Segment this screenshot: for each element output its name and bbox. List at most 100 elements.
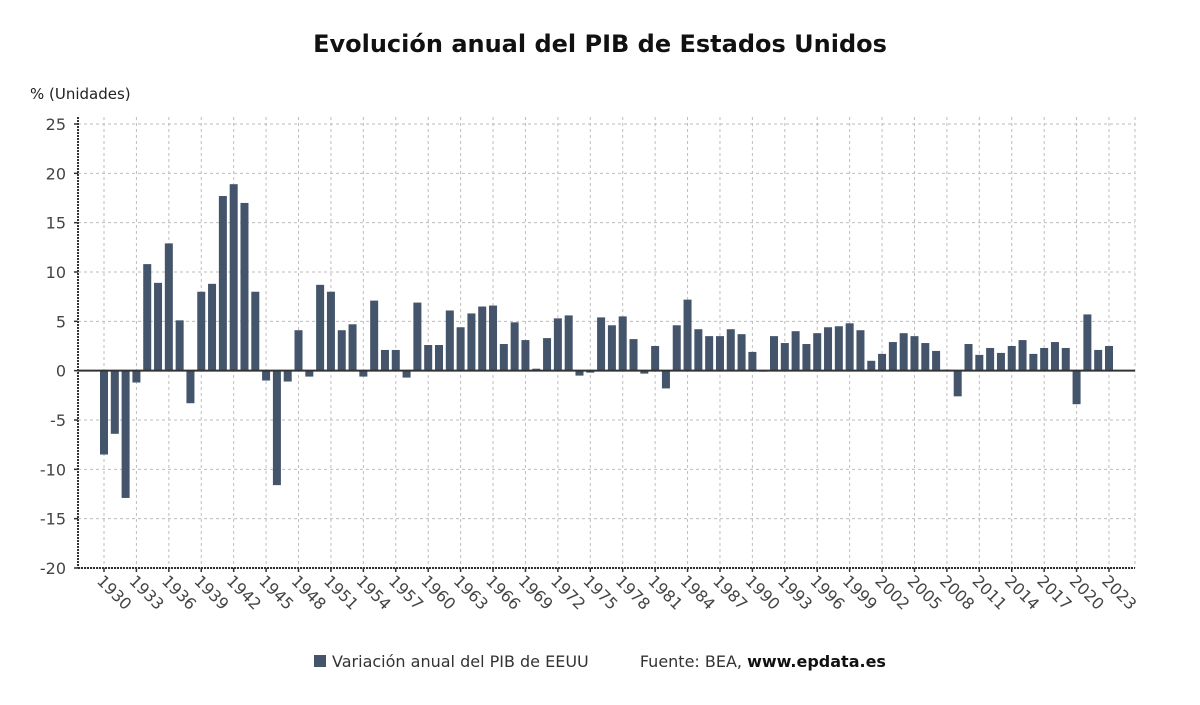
bar (1094, 349, 1103, 371)
x-tick-label: 1930 (93, 571, 135, 613)
x-tick-label: 1936 (158, 571, 200, 613)
bar (272, 370, 281, 486)
bar (543, 338, 552, 371)
bar (121, 370, 130, 498)
bar (521, 340, 530, 371)
bars (100, 184, 1113, 498)
bar (1061, 347, 1070, 371)
bar (834, 326, 843, 371)
bar (337, 330, 346, 371)
bar (326, 291, 335, 371)
bar (208, 283, 217, 371)
bar (996, 352, 1005, 371)
bar (229, 184, 238, 371)
legend-label: Variación anual del PIB de EEUU (332, 652, 589, 671)
x-tick-label: 1942 (223, 571, 265, 613)
y-tick-label: -5 (50, 411, 66, 430)
bar (1083, 314, 1092, 371)
x-tick-label: 1972 (547, 571, 589, 613)
bar (683, 299, 692, 371)
x-tick-label: 1957 (385, 571, 427, 613)
legend: Variación anual del PIB de EEUU Fuente: … (0, 652, 1200, 671)
bar (1040, 347, 1049, 371)
bar (391, 349, 400, 371)
bar (618, 316, 627, 371)
bar (597, 317, 606, 371)
x-tick-label: 1999 (839, 571, 881, 613)
bar (424, 345, 433, 371)
bar (824, 327, 833, 371)
x-tick-label: 2008 (936, 571, 978, 613)
source-note: Fuente: BEA, www.epdata.es (640, 652, 886, 671)
bar (294, 330, 303, 371)
bar (316, 284, 325, 371)
bar (553, 318, 562, 371)
bar (748, 351, 757, 371)
bar (262, 370, 271, 381)
bar (932, 350, 941, 371)
bar (154, 282, 163, 371)
bar (1050, 342, 1059, 371)
bar (445, 310, 454, 371)
bar (456, 327, 465, 371)
bar (813, 333, 822, 371)
bar (564, 315, 573, 371)
x-tick-label: 2005 (904, 571, 946, 613)
bar (845, 323, 854, 371)
x-tick-label: 1960 (417, 571, 459, 613)
x-tick-label: 2011 (968, 571, 1010, 613)
bar (651, 346, 660, 371)
source-site[interactable]: www.epdata.es (747, 652, 886, 671)
bar (737, 334, 746, 371)
y-tick-labels: 25 20 15 10 5 0 -5 -10 -15 -20 (40, 115, 66, 578)
bar (802, 344, 811, 371)
x-tick-label: 1984 (677, 571, 719, 613)
bar (867, 360, 876, 371)
x-tick-label: 2014 (1001, 571, 1043, 613)
bar (1072, 370, 1081, 405)
x-tick-label: 1981 (644, 571, 686, 613)
x-tick-label: 2002 (871, 571, 913, 613)
bar (910, 336, 919, 371)
x-tick-label: 1948 (288, 571, 330, 613)
bar (175, 320, 184, 371)
bar (899, 333, 908, 371)
bar (110, 370, 119, 434)
bar (661, 370, 670, 389)
bar (283, 370, 292, 382)
chart-title: Evolución anual del PIB de Estados Unido… (313, 30, 887, 58)
x-tick-label: 1993 (774, 571, 816, 613)
bar (197, 291, 206, 371)
bar (726, 329, 735, 371)
x-tick-label: 2017 (1033, 571, 1075, 613)
bar (164, 243, 173, 371)
y-tick-label: -20 (40, 559, 66, 578)
x-tick-label: 1987 (709, 571, 751, 613)
bar (218, 196, 227, 371)
bar (1029, 353, 1038, 371)
bar (186, 370, 195, 404)
bar (413, 302, 422, 371)
y-tick-label: 0 (56, 362, 66, 381)
axes (74, 117, 1135, 572)
bar (240, 202, 249, 371)
bar (510, 322, 519, 371)
x-tick-label: 1954 (353, 571, 395, 613)
y-tick-label: 15 (46, 214, 66, 233)
bar (100, 370, 108, 455)
x-tick-label: 1975 (579, 571, 621, 613)
bar (629, 339, 638, 371)
x-tick-label: 1945 (255, 571, 297, 613)
bar (921, 343, 930, 371)
bar (780, 343, 789, 371)
bar (888, 342, 897, 371)
bar (694, 329, 703, 371)
bar (380, 349, 389, 371)
bar (348, 324, 357, 371)
bar (489, 305, 498, 371)
bar (770, 336, 778, 371)
legend-swatch (314, 654, 327, 667)
bar (435, 345, 443, 371)
bar (132, 370, 141, 383)
x-tick-label: 1969 (515, 571, 557, 613)
